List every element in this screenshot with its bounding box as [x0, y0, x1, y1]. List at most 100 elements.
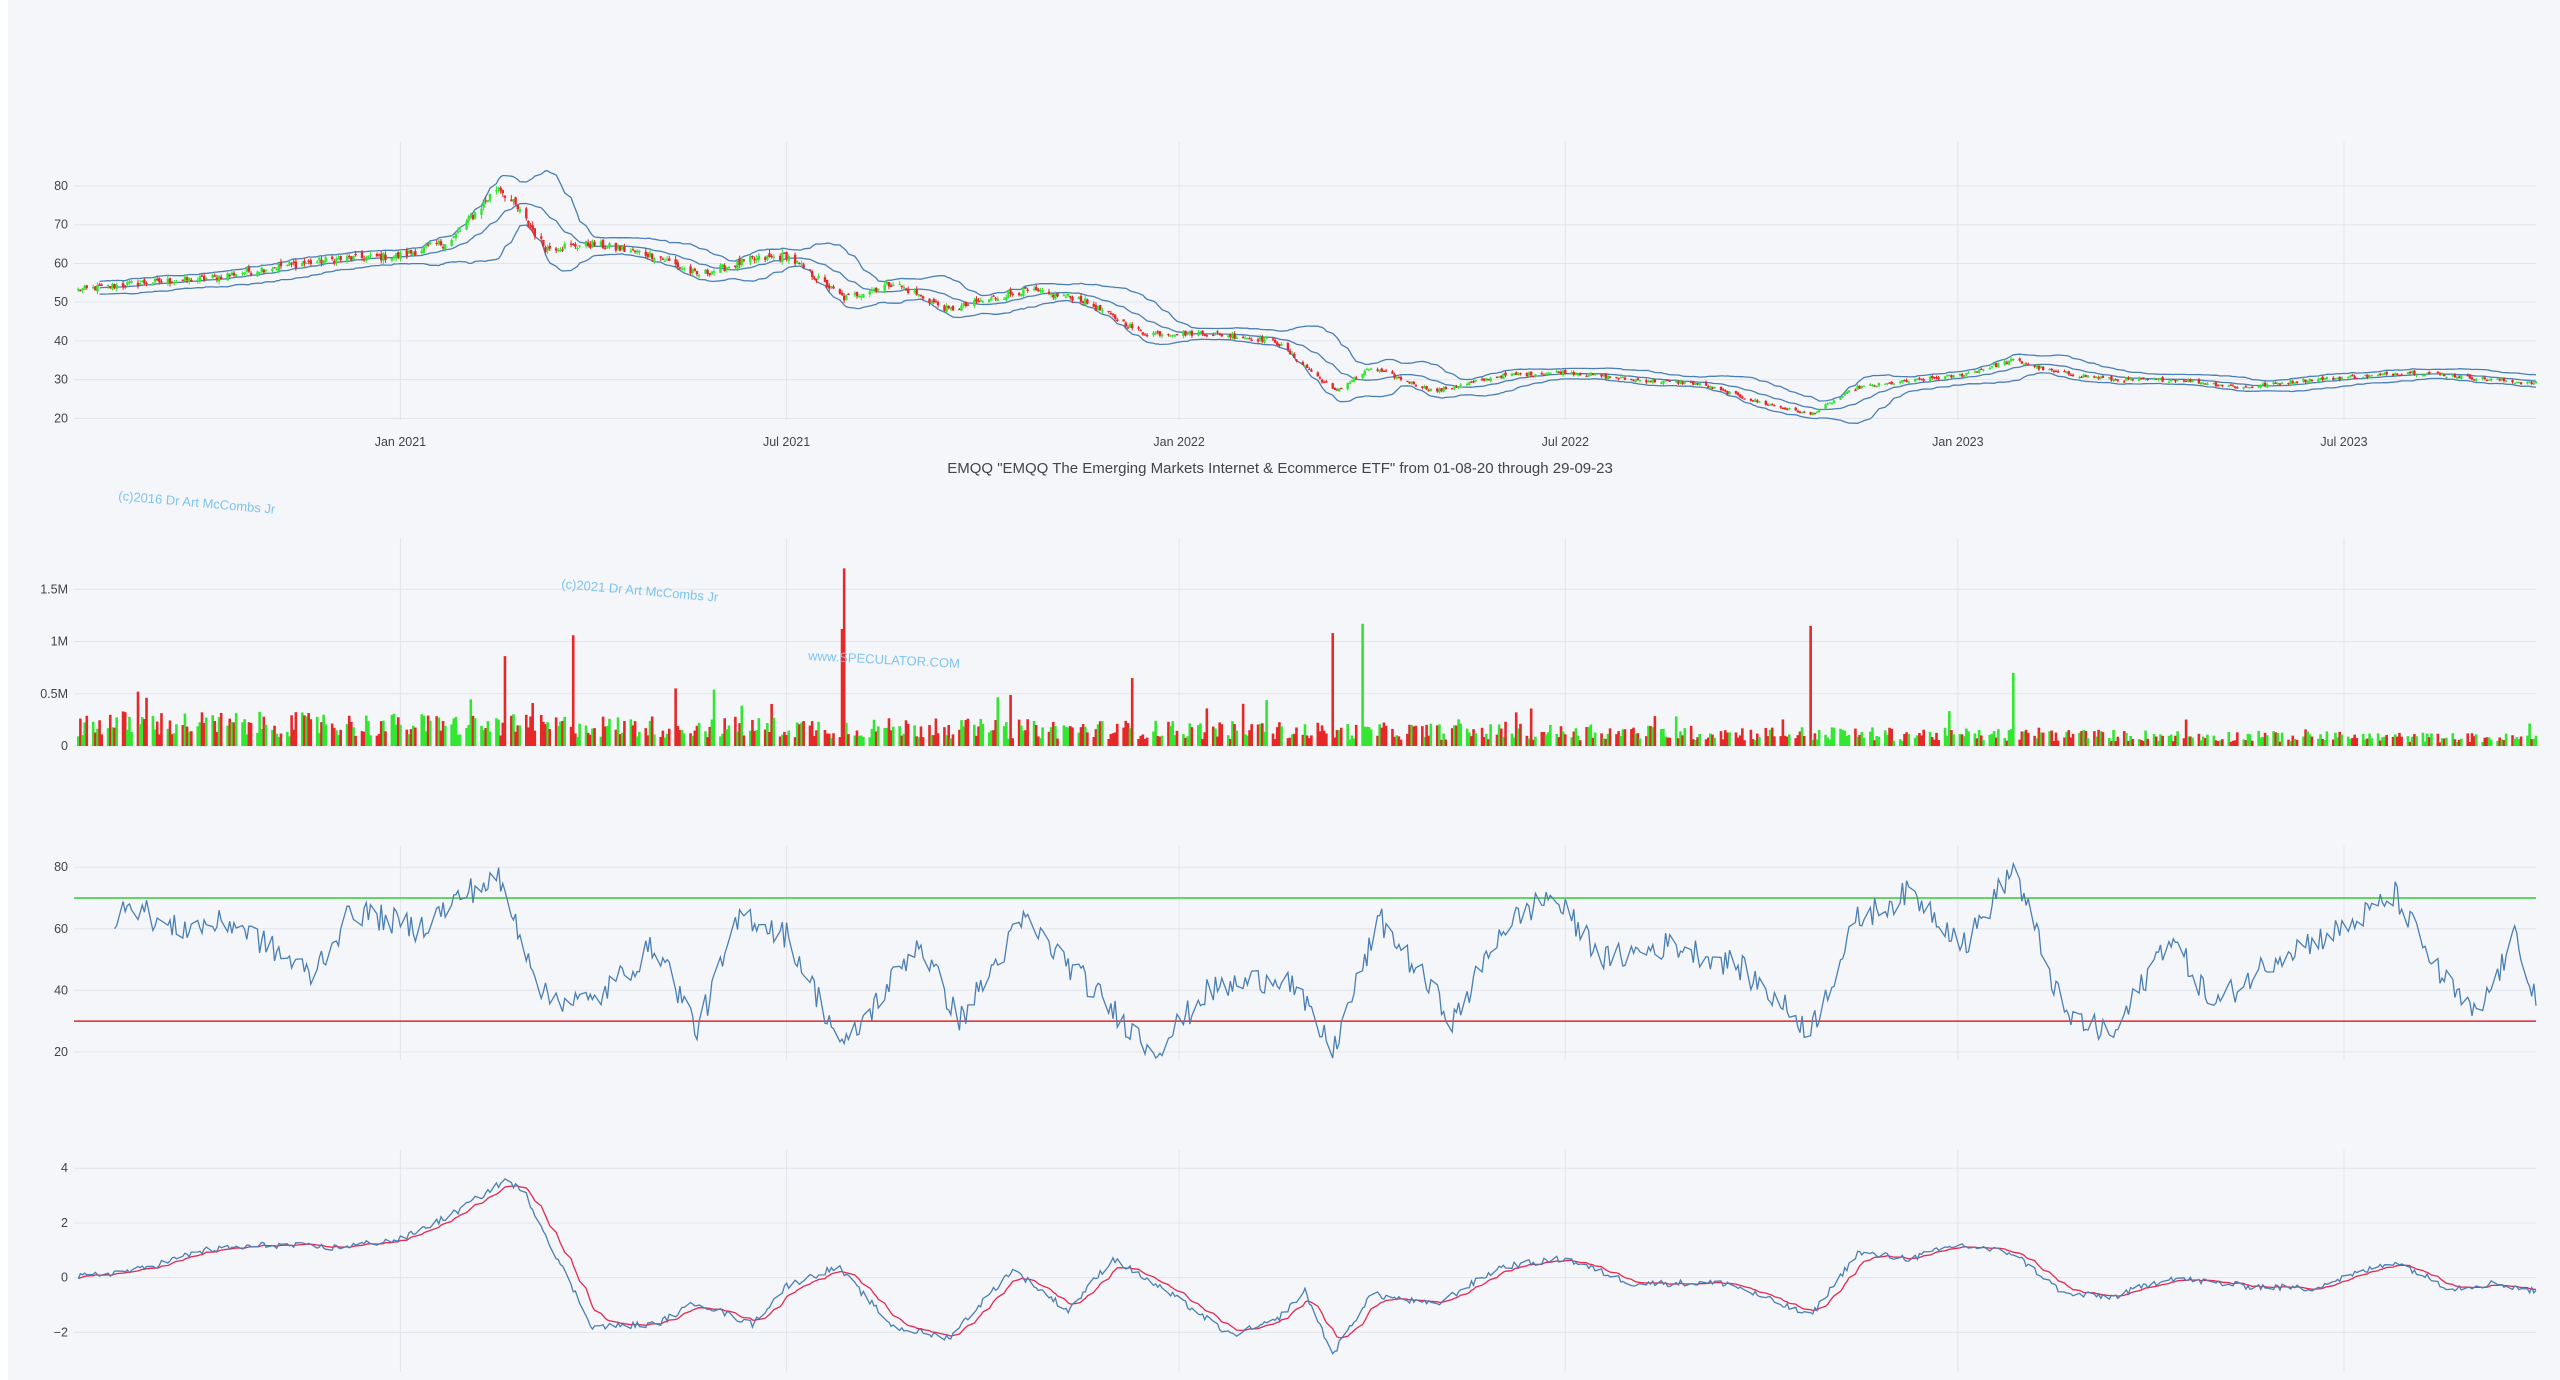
candle-body [1455, 386, 1458, 388]
candle-body [1724, 390, 1727, 392]
bollinger-lower-line [99, 224, 2537, 424]
candle-body [264, 269, 268, 271]
volume-bar [1322, 730, 1326, 746]
volume-bar [2413, 734, 2416, 746]
volume-bar [94, 732, 97, 746]
volume-bar [1169, 725, 1172, 746]
volume-bar [2306, 731, 2310, 746]
volume-bar [247, 722, 251, 746]
volume-bar [2457, 739, 2461, 746]
candle-body [2159, 378, 2162, 380]
candle-body [2425, 373, 2429, 375]
volume-bar [499, 735, 502, 746]
volume-bar [345, 724, 349, 746]
candle-body [1066, 293, 1070, 296]
candle-body [725, 267, 729, 270]
volume-bar [1992, 731, 1996, 746]
volume-bar [2199, 740, 2203, 746]
candle-body [808, 269, 812, 271]
x-tick-label: Jul 2023 [2320, 435, 2367, 449]
volume-bar [1546, 732, 1550, 746]
candle-body [1928, 376, 1932, 382]
candle-body [689, 266, 692, 274]
volume-bar [1877, 736, 1881, 746]
candle-body [785, 252, 788, 260]
candle-body [2197, 379, 2201, 384]
candle-body [796, 260, 799, 263]
volume-bar [1531, 739, 1535, 746]
volume-bar [514, 731, 517, 746]
volume-bar [450, 724, 453, 746]
y-tick-label: 40 [54, 983, 68, 997]
candle-body [109, 286, 112, 288]
candle-body [247, 267, 251, 272]
candle-body [589, 243, 592, 248]
candle-body [1918, 378, 1921, 380]
candle-body [2069, 374, 2073, 376]
candle-body [1933, 376, 1936, 379]
candle-body [1960, 373, 1964, 377]
volume-bar [975, 735, 978, 746]
volume-bar [1632, 727, 1635, 746]
volume-bar [620, 732, 624, 746]
volume-bar [1320, 725, 1324, 746]
y-tick-label: 50 [54, 295, 68, 309]
candle-body [369, 254, 372, 256]
candle-body [554, 248, 558, 251]
candle-body [113, 284, 116, 289]
volume-bar [1275, 727, 1279, 746]
candle-body [2204, 383, 2207, 385]
volume-bar [2137, 739, 2141, 746]
candle-body [2532, 383, 2536, 385]
candle-body [586, 242, 590, 247]
volume-bar [1007, 738, 1010, 746]
candle-body [1758, 401, 1761, 403]
candle-body [561, 249, 564, 251]
candle-body [1220, 333, 1223, 337]
volume-bar [1617, 731, 1620, 746]
volume-bar [484, 728, 488, 746]
volume-bar [1862, 737, 1866, 746]
candle-body [1817, 409, 1821, 412]
volume-bar [608, 718, 611, 746]
volume-bar [1427, 735, 1431, 746]
candle-body [2421, 374, 2425, 377]
candle-body [126, 282, 129, 285]
candle-body [198, 276, 202, 282]
volume-bar [563, 716, 566, 746]
volume-bar [571, 635, 575, 746]
volume-bar [337, 735, 340, 746]
volume-bar [1602, 738, 1605, 746]
candle-body [450, 239, 453, 246]
volume-bar [2244, 740, 2248, 746]
volume-bar [870, 728, 874, 746]
candle-body [2443, 374, 2446, 377]
volume-bar [2140, 740, 2143, 746]
volume-bar [2504, 733, 2508, 746]
candle-body [160, 281, 163, 283]
candle-body [1395, 376, 1398, 379]
volume-bar [2370, 738, 2374, 746]
volume-bar [138, 724, 142, 746]
volume-bar [437, 717, 441, 746]
volume-bar [362, 731, 366, 746]
candle-body [2248, 387, 2252, 389]
volume-bar [1858, 734, 1861, 746]
volume-bar [1948, 711, 1951, 746]
volume-bar [262, 716, 266, 746]
candle-body [2152, 378, 2156, 380]
candle-body [727, 267, 731, 269]
candle-body [529, 225, 532, 228]
volume-bar [936, 733, 940, 746]
volume-bar [1489, 724, 1492, 746]
candle-body [1653, 378, 1657, 383]
candle-body [1276, 342, 1279, 346]
volume-bar [1229, 738, 1232, 746]
volume-bar [454, 716, 458, 746]
candle-body [1540, 373, 1544, 375]
candle-body [1965, 373, 1968, 375]
candle-body [887, 282, 891, 287]
volume-bar [2026, 732, 2030, 746]
candle-body [2078, 377, 2081, 379]
candle-body [456, 231, 460, 233]
